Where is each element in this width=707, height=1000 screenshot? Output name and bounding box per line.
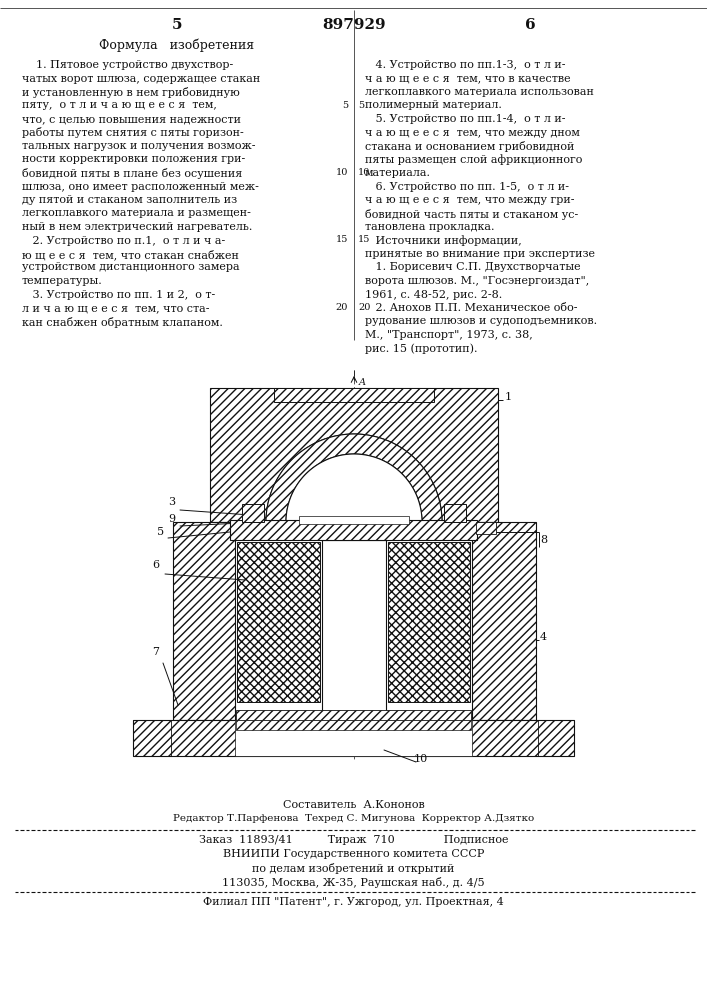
Bar [242, 504, 264, 522]
Bar [444, 504, 466, 522]
Text: 10: 10 [358, 168, 370, 177]
Text: 6: 6 [525, 18, 535, 32]
Text: 1: 1 [505, 392, 512, 402]
Text: Заказ  11893/41          Тираж  710              Подписное: Заказ 11893/41 Тираж 710 Подписное [199, 835, 508, 845]
Text: бовидной пяты в плане без осушения: бовидной пяты в плане без осушения [22, 168, 243, 179]
Text: тановлена прокладка.: тановлена прокладка. [365, 222, 494, 232]
Text: 20: 20 [358, 303, 370, 312]
Text: ю щ е е с я  тем, что стакан снабжен: ю щ е е с я тем, что стакан снабжен [22, 249, 239, 260]
Text: М., "Транспорт", 1973, с. 38,: М., "Транспорт", 1973, с. 38, [365, 330, 533, 340]
Text: работы путем снятия с пяты горизон-: работы путем снятия с пяты горизон- [22, 127, 244, 138]
Text: ный в нем электрический нагреватель.: ный в нем электрический нагреватель. [22, 222, 252, 232]
Text: материала.: материала. [365, 168, 431, 178]
Text: 4. Устройство по пп.1-3,  о т л и-: 4. Устройство по пп.1-3, о т л и- [365, 60, 566, 70]
Text: что, с целью повышения надежности: что, с целью повышения надежности [22, 114, 241, 124]
Text: 2. Устройство по п.1,  о т л и ч а-: 2. Устройство по п.1, о т л и ч а- [22, 235, 226, 245]
Text: чатых ворот шлюза, содержащее стакан: чатых ворот шлюза, содержащее стакан [22, 74, 260, 84]
Text: 5: 5 [157, 527, 164, 537]
Bar [388, 542, 470, 702]
Text: ч а ю щ е е с я  тем, что между дном: ч а ю щ е е с я тем, что между дном [365, 127, 580, 137]
Text: Составитель  А.Кононов: Составитель А.Кононов [283, 800, 424, 810]
Bar [133, 720, 574, 756]
Text: л и ч а ю щ е е с я  тем, что ста-: л и ч а ю щ е е с я тем, что ста- [22, 303, 209, 313]
Text: пяты размещен слой африкционного: пяты размещен слой африкционного [365, 154, 583, 165]
Text: Филиал ПП "Патент", г. Ужгород, ул. Проектная, 4: Филиал ПП "Патент", г. Ужгород, ул. Прое… [203, 897, 504, 907]
Polygon shape [266, 434, 442, 522]
Text: Редактор Т.Парфенова  Техред С. Мигунова  Корректор А.Дзятко: Редактор Т.Парфенова Техред С. Мигунова … [173, 814, 534, 823]
Text: шлюза, оно имеет расположенный меж-: шлюза, оно имеет расположенный меж- [22, 182, 259, 192]
Text: ч а ю щ е е с я  тем, что между гри-: ч а ю щ е е с я тем, что между гри- [365, 195, 575, 205]
Bar [476, 522, 496, 534]
Bar [299, 516, 409, 524]
Text: 6: 6 [152, 560, 159, 570]
Text: 1961, с. 48-52, рис. 2-8.: 1961, с. 48-52, рис. 2-8. [365, 290, 502, 300]
Text: рудование шлюзов и судоподъемников.: рудование шлюзов и судоподъемников. [365, 316, 597, 326]
Bar [230, 520, 477, 540]
Text: пяту,  о т л и ч а ю щ е е с я  тем,: пяту, о т л и ч а ю щ е е с я тем, [22, 101, 217, 110]
Bar [274, 388, 434, 402]
Text: 4: 4 [540, 632, 547, 642]
Text: 10: 10 [414, 754, 428, 764]
Text: устройством дистанционного замера: устройством дистанционного замера [22, 262, 240, 272]
Text: 15: 15 [358, 235, 370, 244]
Text: температуры.: температуры. [22, 276, 103, 286]
Text: легкоплавкого материала и размещен-: легкоплавкого материала и размещен- [22, 209, 251, 219]
Text: тальных нагрузок и получения возмож-: тальных нагрузок и получения возмож- [22, 141, 255, 151]
Bar [236, 720, 471, 730]
Text: ВНИИПИ Государственного комитета СССР: ВНИИПИ Государственного комитета СССР [223, 849, 484, 859]
Bar [322, 540, 386, 712]
Text: ду пятой и стаканом заполнитель из: ду пятой и стаканом заполнитель из [22, 195, 237, 205]
Text: ч а ю щ е е с я  тем, что в качестве: ч а ю щ е е с я тем, что в качестве [365, 74, 571, 84]
Text: 1. Борисевич С.П. Двухстворчатые: 1. Борисевич С.П. Двухстворчатые [365, 262, 580, 272]
Bar [236, 710, 471, 720]
Text: 5. Устройство по пп.1-4,  о т л и-: 5. Устройство по пп.1-4, о т л и- [365, 114, 566, 124]
Bar [235, 720, 472, 756]
Text: 113035, Москва, Ж-35, Раушская наб., д. 4/5: 113035, Москва, Ж-35, Раушская наб., д. … [222, 877, 485, 888]
Text: 5: 5 [358, 101, 364, 109]
Text: ворота шлюзов. М., "Госэнергоиздат",: ворота шлюзов. М., "Госэнергоиздат", [365, 276, 589, 286]
Text: 9: 9 [168, 514, 175, 524]
Text: 3: 3 [168, 497, 175, 507]
Text: 20: 20 [336, 303, 348, 312]
Text: 5: 5 [342, 101, 348, 109]
Bar [472, 522, 536, 720]
Text: Источники информации,: Источники информации, [365, 235, 522, 246]
Text: 5: 5 [172, 18, 182, 32]
Text: полимерный материал.: полимерный материал. [365, 101, 502, 110]
Text: Формула   изобретения: Формула изобретения [100, 38, 255, 51]
Text: 6. Устройство по пп. 1-5,  о т л и-: 6. Устройство по пп. 1-5, о т л и- [365, 182, 569, 192]
Text: 8: 8 [540, 535, 547, 545]
Bar [210, 388, 498, 522]
Text: принятые во внимание при экспертизе: принятые во внимание при экспертизе [365, 249, 595, 259]
Text: рис. 15 (прототип).: рис. 15 (прототип). [365, 344, 477, 354]
Text: 2: 2 [400, 482, 407, 492]
Text: 10: 10 [336, 168, 348, 177]
Text: A: A [359, 378, 366, 387]
Text: 7: 7 [152, 647, 159, 657]
Text: ности корректировки положения гри-: ности корректировки положения гри- [22, 154, 245, 164]
Polygon shape [266, 434, 442, 522]
Text: по делам изобретений и открытий: по делам изобретений и открытий [252, 863, 455, 874]
Bar [173, 522, 235, 720]
Text: 897929: 897929 [322, 18, 386, 32]
Text: кан снабжен обратным клапаном.: кан снабжен обратным клапаном. [22, 316, 223, 328]
Text: бовидной часть пяты и стаканом ус-: бовидной часть пяты и стаканом ус- [365, 209, 578, 220]
Text: стакана и основанием грибовидной: стакана и основанием грибовидной [365, 141, 574, 152]
Text: 15: 15 [336, 235, 348, 244]
Bar [237, 542, 320, 702]
Text: 3. Устройство по пп. 1 и 2,  о т-: 3. Устройство по пп. 1 и 2, о т- [22, 290, 215, 300]
Text: 2. Анохов П.П. Механическое обо-: 2. Анохов П.П. Механическое обо- [365, 303, 578, 313]
Text: легкоплавкого материала использован: легкоплавкого материала использован [365, 87, 594, 97]
Text: и установленную в нем грибовидную: и установленную в нем грибовидную [22, 87, 240, 98]
Text: 1. Пятовое устройство двухствор-: 1. Пятовое устройство двухствор- [22, 60, 233, 70]
Polygon shape [286, 454, 422, 522]
